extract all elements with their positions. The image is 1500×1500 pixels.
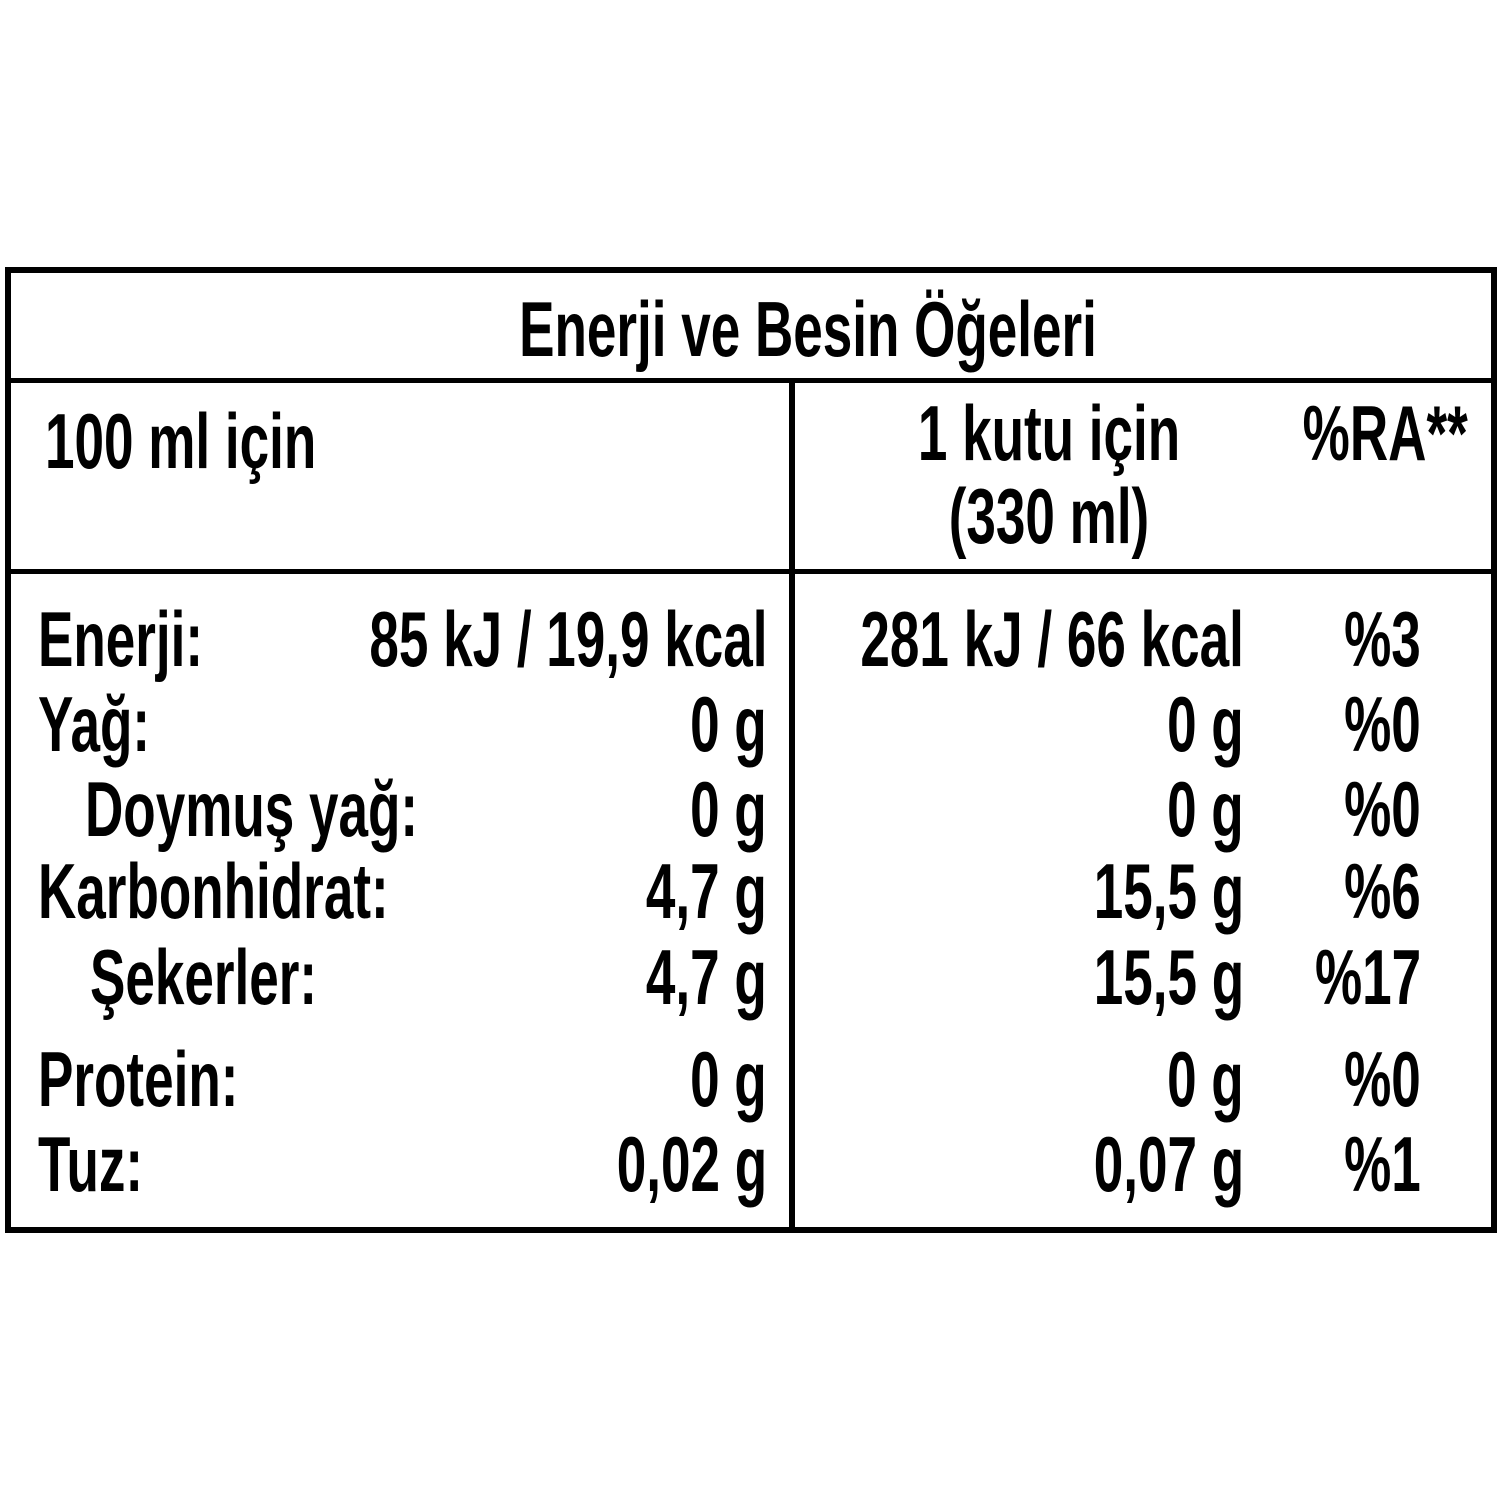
value-per-100ml: 0 g: [690, 680, 767, 768]
value-per-can: 0 g: [1167, 680, 1244, 768]
nutrition-table: [5, 267, 1497, 1233]
value-per-can: 0,07 g: [1093, 1120, 1244, 1208]
header-per-can: 1 kutu için: [917, 389, 1181, 477]
value-per-can: 15,5 g: [1093, 847, 1244, 935]
value-ra: %3: [1344, 595, 1421, 683]
table-title: Enerji ve Besin Öğeleri: [519, 285, 1097, 373]
value-per-100ml: 4,7 g: [646, 933, 767, 1021]
header-can-volume: (330 ml): [948, 472, 1150, 560]
value-per-100ml: 0 g: [690, 1035, 767, 1123]
value-per-can: 15,5 g: [1093, 933, 1244, 1021]
nutrient-label: Doymuş yağ:: [85, 765, 419, 853]
value-per-100ml: 0 g: [690, 765, 767, 853]
nutrient-label: Şekerler:: [90, 933, 318, 1021]
nutrient-label: Tuz:: [38, 1120, 144, 1208]
nutrient-label: Yağ:: [38, 680, 151, 768]
nutrient-label: Karbonhidrat:: [38, 847, 389, 935]
value-per-100ml: 85 kJ / 19,9 kcal: [368, 595, 767, 683]
value-per-can: 281 kJ / 66 kcal: [860, 595, 1244, 683]
value-per-can: 0 g: [1167, 765, 1244, 853]
value-ra: %17: [1314, 933, 1421, 1021]
nutrient-label: Protein:: [38, 1035, 239, 1123]
header-ra: %RA**: [1302, 389, 1468, 477]
value-ra: %0: [1344, 1035, 1421, 1123]
value-per-100ml: 0,02 g: [616, 1120, 767, 1208]
value-ra: %0: [1344, 765, 1421, 853]
title-divider: [5, 378, 1497, 383]
header-per-100ml: 100 ml için: [45, 397, 317, 485]
header-divider: [5, 569, 1497, 574]
value-per-can: 0 g: [1167, 1035, 1244, 1123]
value-ra: %1: [1344, 1120, 1421, 1208]
value-ra: %6: [1344, 847, 1421, 935]
nutrient-label: Enerji:: [38, 595, 204, 683]
column-divider: [789, 380, 795, 1233]
value-per-100ml: 4,7 g: [646, 847, 767, 935]
value-ra: %0: [1344, 680, 1421, 768]
